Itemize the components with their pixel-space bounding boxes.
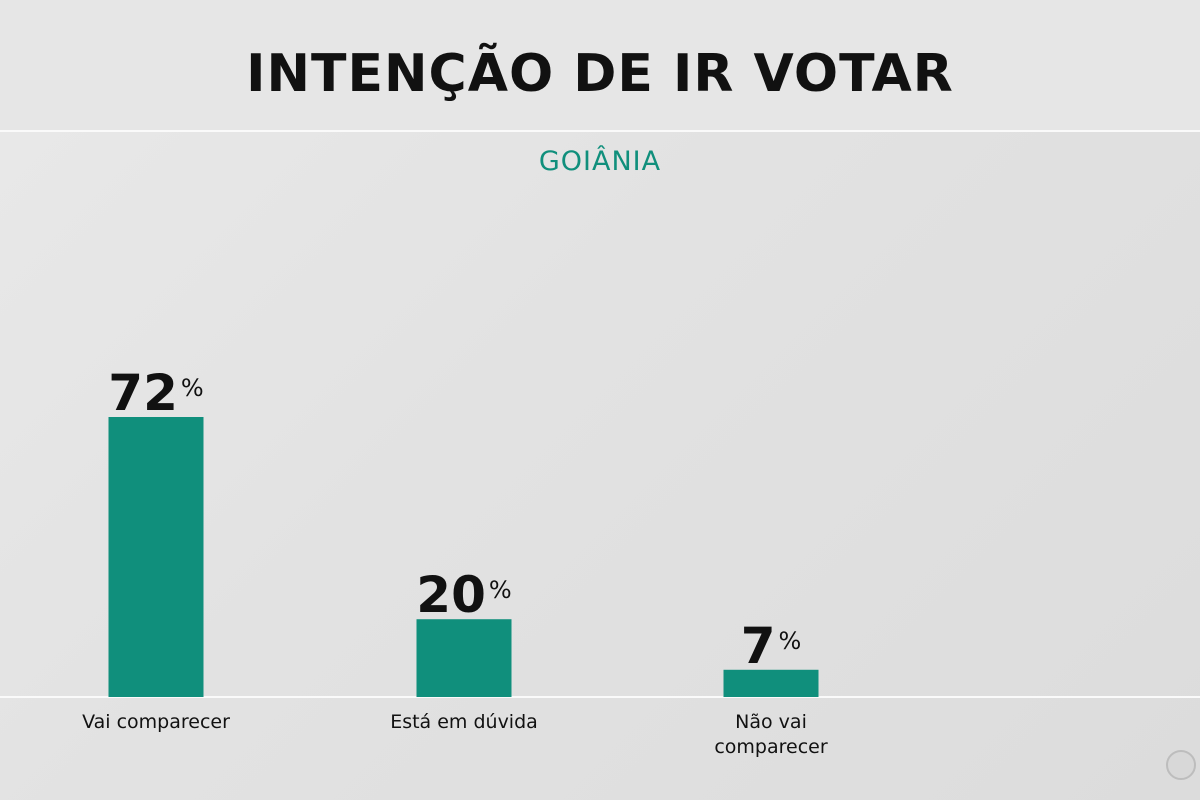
bar-1 [108,417,204,697]
value-label-2: 20% [416,566,511,624]
broadcaster-logo-icon [1166,750,1196,780]
bar-2 [416,619,512,697]
value-label-1: 72% [108,364,203,422]
category-label-2: Está em dúvida [390,711,538,733]
category-label-3-line-1: Não vai [735,711,807,733]
bar-3 [723,669,819,697]
value-label-3: 7% [741,617,802,675]
chart-title: INTENÇÃO DE IR VOTAR [246,44,954,104]
title-band [0,0,1200,132]
chart-subtitle: GOIÂNIA [538,146,662,177]
category-label-3-line-2: comparecer [714,736,828,758]
category-label-1: Vai comparecer [82,711,230,733]
